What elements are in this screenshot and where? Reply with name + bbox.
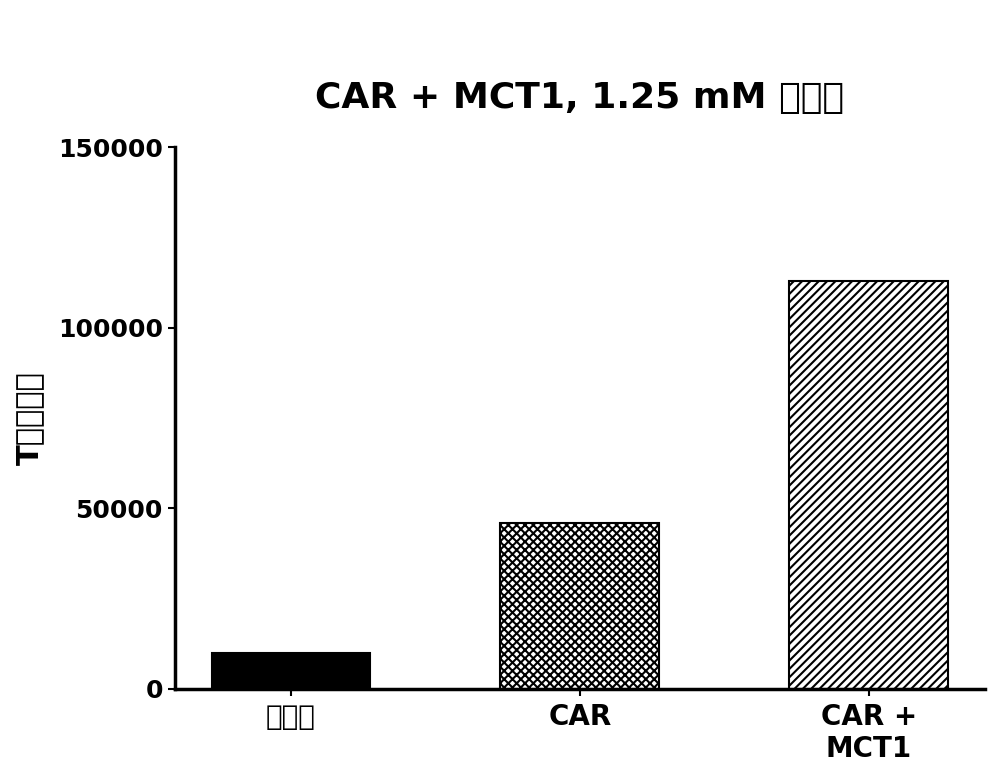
- Text: CAR + MCT1, 1.25 mM 葫萄糖: CAR + MCT1, 1.25 mM 葫萄糖: [315, 81, 844, 114]
- Bar: [789, 281, 948, 689]
- Bar: [212, 653, 370, 689]
- Bar: [500, 523, 659, 689]
- Y-axis label: T细胞计数: T细胞计数: [15, 371, 44, 464]
